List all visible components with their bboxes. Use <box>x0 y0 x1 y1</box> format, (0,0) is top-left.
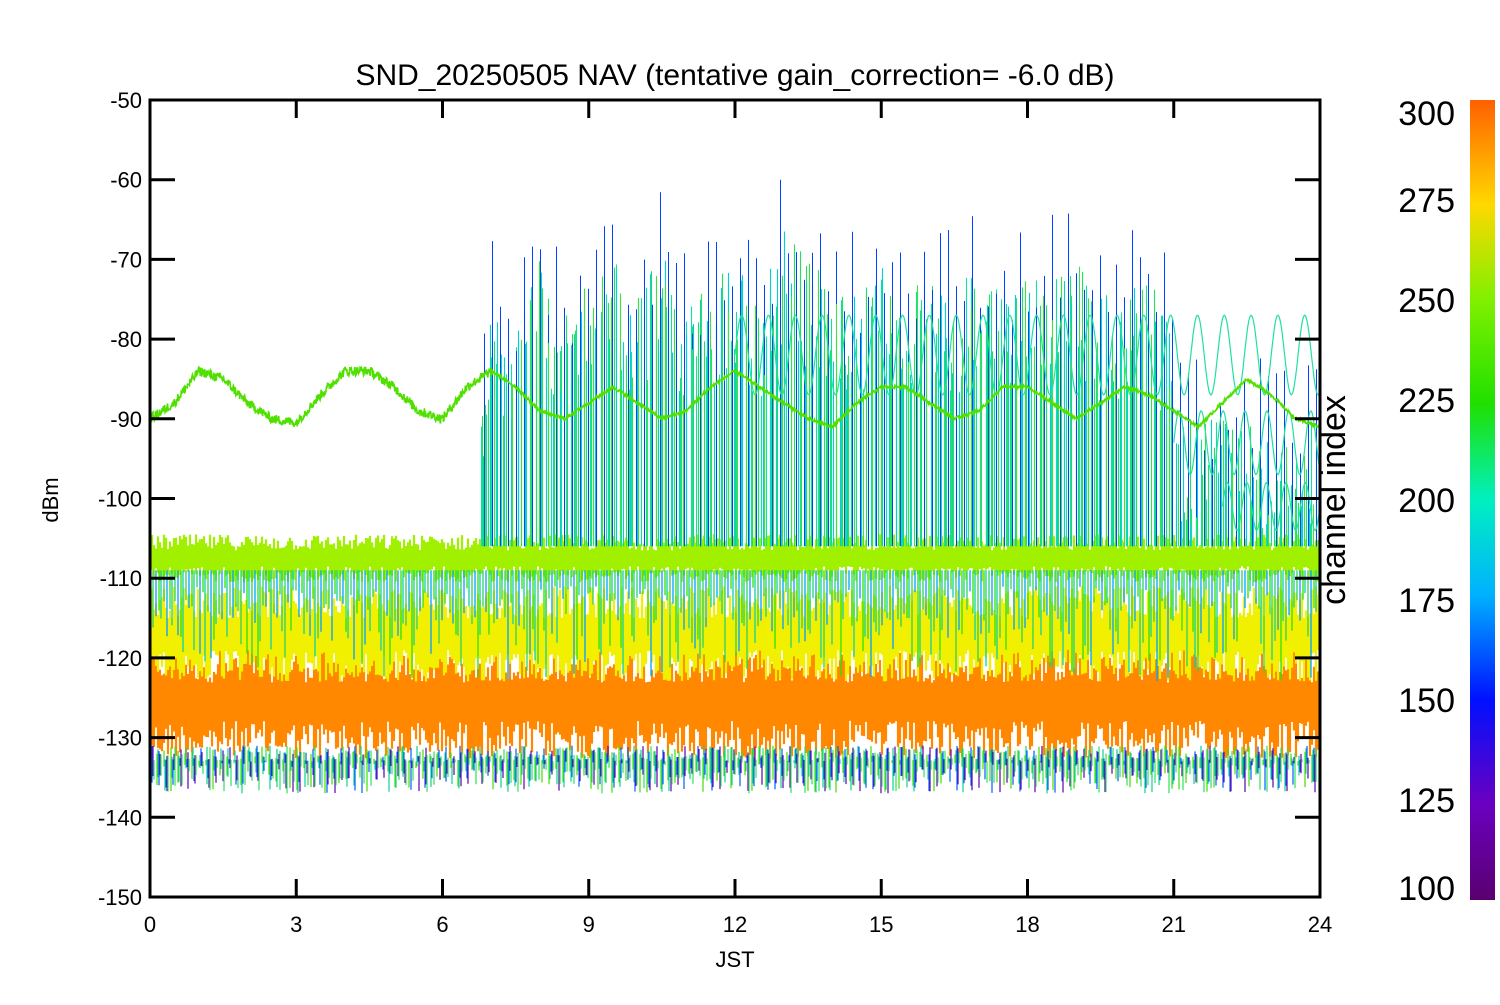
series-ch200-bursts <box>480 179 1318 547</box>
series-oscillations <box>734 314 1320 532</box>
y-tick-label: -150 <box>98 885 142 910</box>
series-mid-dips <box>150 570 1320 681</box>
band-strokes-ch280 <box>150 644 1320 759</box>
series-low-spikes <box>150 745 1320 794</box>
series-band-ch250 <box>150 534 1320 583</box>
band-strokes-ch250 <box>150 534 1320 583</box>
low-spike-strokes <box>151 745 1315 793</box>
mid-dip-strokes <box>152 570 1320 677</box>
colorbar-tick-label: 100 <box>1398 870 1455 908</box>
y-tick-label: -70 <box>110 247 142 272</box>
x-tick-label: 24 <box>1308 912 1332 937</box>
colorbar-tick-label: 275 <box>1398 182 1455 220</box>
series-band-ch280 <box>150 644 1320 759</box>
x-tick-label: 9 <box>583 912 595 937</box>
colorbar-tick-label: 175 <box>1398 582 1455 620</box>
x-tick-label: 0 <box>144 912 156 937</box>
colorbar-tick-label: 150 <box>1398 682 1455 720</box>
chart-title: SND_20250505 NAV (tentative gain_correct… <box>355 59 1114 92</box>
colorbar-tick-label: 300 <box>1398 95 1455 133</box>
colorbar-tick-label: 225 <box>1398 382 1455 420</box>
x-tick-label: 15 <box>869 912 893 937</box>
mid-dip-strokes <box>155 570 1312 681</box>
low-spike-strokes <box>150 745 1320 794</box>
y-tick-label: -60 <box>110 168 142 193</box>
x-axis-label: JST <box>715 947 754 972</box>
y-tick-label: -130 <box>98 726 142 751</box>
burst-strokes <box>484 261 1315 547</box>
x-tick-label: 12 <box>723 912 747 937</box>
y-axis-label: dBm <box>38 477 63 522</box>
y-tick-label: -50 <box>110 88 142 113</box>
low-spike-strokes <box>152 745 1316 794</box>
colorbar-tick-label: 200 <box>1398 482 1455 520</box>
y-tick-label: -110 <box>100 566 142 591</box>
x-tick-label: 3 <box>290 912 302 937</box>
low-spike-strokes <box>153 745 1317 794</box>
mid-dip-strokes <box>150 570 1317 677</box>
y-tick-label: -90 <box>110 407 142 432</box>
y-tick-label: -120 <box>98 646 142 671</box>
colorbar-label: channel index <box>1315 395 1353 605</box>
series-ch230-line <box>150 365 1320 431</box>
oscillation-line <box>1173 409 1320 476</box>
colorbar-tick-label: 250 <box>1398 282 1455 320</box>
oscillation-line <box>1221 481 1320 532</box>
oscillation-line <box>734 314 1320 396</box>
y-tick-label: -100 <box>98 487 142 512</box>
y-tick-label: -140 <box>98 805 142 830</box>
x-tick-label: 18 <box>1015 912 1039 937</box>
x-tick-label: 21 <box>1162 912 1186 937</box>
mid-dip-strokes <box>158 570 1315 681</box>
x-tick-label: 6 <box>436 912 448 937</box>
colorbar-tick-label: 125 <box>1398 782 1455 820</box>
y-tick-label: -80 <box>110 327 142 352</box>
colorbar <box>1470 100 1495 900</box>
